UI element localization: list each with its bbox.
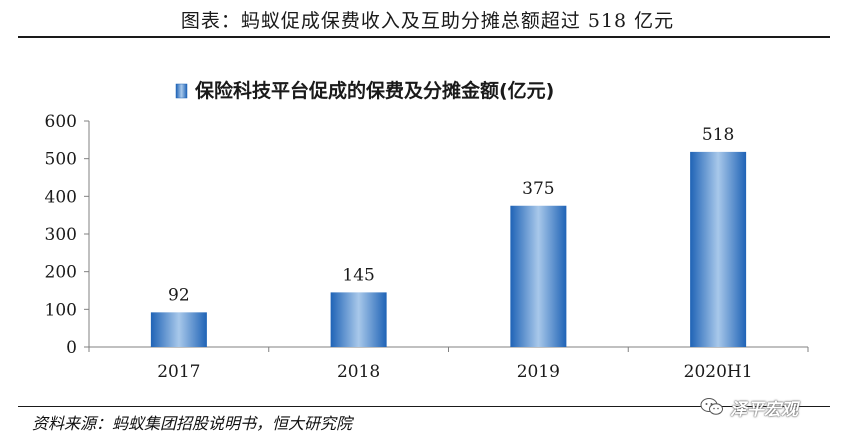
- y-tick-label: 0: [66, 338, 77, 358]
- bottom-rule: [18, 406, 830, 407]
- source-note: 资料来源：蚂蚁集团招股说明书，恒大研究院: [32, 414, 353, 433]
- bar: [690, 151, 747, 347]
- data-label: 375: [522, 179, 554, 199]
- data-label: 92: [168, 285, 190, 305]
- data-label: 145: [342, 265, 374, 285]
- data-label: 518: [702, 125, 734, 145]
- legend-entry: 保险科技平台促成的保费及分摊金额(亿元): [194, 79, 554, 102]
- y-tick-label: 100: [45, 300, 77, 320]
- legend-swatch: [175, 83, 188, 99]
- bar: [150, 312, 207, 347]
- top-rule: [18, 36, 830, 38]
- figure-title: 图表：蚂蚁促成保费收入及互助分摊总额超过 518 亿元: [180, 10, 675, 32]
- wechat-icon: [700, 398, 723, 415]
- y-tick-label: 600: [45, 112, 77, 132]
- x-tick-label: 2020H1: [684, 362, 753, 382]
- bars: 92 145 375 518: [150, 125, 747, 347]
- y-tick-label: 400: [45, 187, 77, 207]
- y-tick-label: 300: [45, 225, 77, 245]
- watermark-text: 泽平宏观: [730, 399, 798, 420]
- y-tick-label: 500: [45, 150, 77, 170]
- axes: 0 100 200 300 400 500 600 2017 2018 2019 2020H1: [45, 112, 809, 382]
- x-tick-label: 2019: [517, 362, 560, 382]
- y-tick-label: 200: [45, 263, 77, 283]
- legend: 保险科技平台促成的保费及分摊金额(亿元): [175, 79, 554, 102]
- x-tick-label: 2018: [337, 362, 380, 382]
- x-tick-label: 2017: [157, 362, 200, 382]
- bar: [330, 292, 387, 347]
- bar: [510, 205, 567, 347]
- watermark: 泽平宏观: [700, 393, 845, 421]
